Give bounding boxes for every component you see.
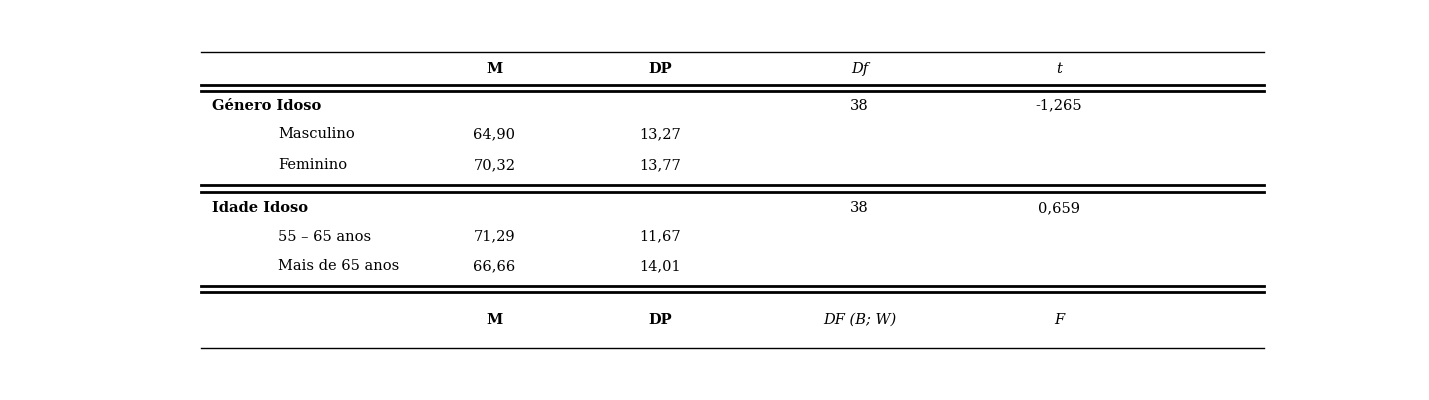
Text: 14,01: 14,01 xyxy=(640,259,682,273)
Text: Mais de 65 anos: Mais de 65 anos xyxy=(279,259,400,273)
Text: -1,265: -1,265 xyxy=(1036,99,1082,113)
Text: Masculino: Masculino xyxy=(279,127,354,141)
Text: Df: Df xyxy=(852,62,869,76)
Text: 11,67: 11,67 xyxy=(640,230,682,244)
Text: M: M xyxy=(486,62,503,76)
Text: 13,77: 13,77 xyxy=(640,158,682,172)
Text: 13,27: 13,27 xyxy=(640,127,682,141)
Text: DP: DP xyxy=(649,313,672,327)
Text: DF (B; W): DF (B; W) xyxy=(823,313,896,327)
Text: t: t xyxy=(1056,62,1062,76)
Text: 38: 38 xyxy=(850,99,869,113)
Text: Género Idoso: Género Idoso xyxy=(211,99,322,113)
Text: Feminino: Feminino xyxy=(279,158,347,172)
Text: F: F xyxy=(1055,313,1065,327)
Text: 66,66: 66,66 xyxy=(473,259,516,273)
Text: M: M xyxy=(486,313,503,327)
Text: 71,29: 71,29 xyxy=(473,230,514,244)
Text: 0,659: 0,659 xyxy=(1037,201,1080,215)
Text: 55 – 65 anos: 55 – 65 anos xyxy=(279,230,372,244)
Text: 38: 38 xyxy=(850,201,869,215)
Text: 64,90: 64,90 xyxy=(473,127,516,141)
Text: DP: DP xyxy=(649,62,672,76)
Text: 70,32: 70,32 xyxy=(473,158,516,172)
Text: Idade Idoso: Idade Idoso xyxy=(211,201,307,215)
